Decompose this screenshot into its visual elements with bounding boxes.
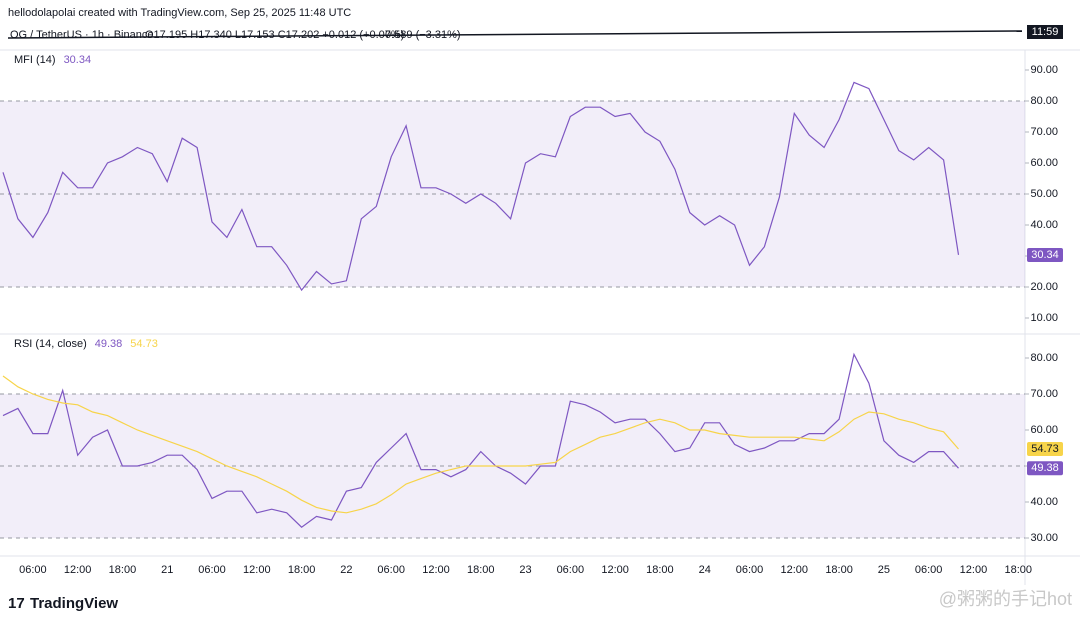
x-tick-label: 06:00 xyxy=(377,564,405,576)
price-box-label: 54.73 xyxy=(1031,443,1059,455)
price-box-label: 30.34 xyxy=(1031,249,1059,261)
time-box xyxy=(1027,25,1063,39)
x-tick-label: 06:00 xyxy=(19,564,47,576)
x-tick-label: 12:00 xyxy=(243,564,271,576)
y-tick-label: 50.00 xyxy=(1030,188,1058,200)
y-tick-label: 70.00 xyxy=(1030,126,1058,138)
y-tick-label: 60.00 xyxy=(1030,157,1058,169)
logo: 17 TradingView xyxy=(8,595,118,612)
y-tick-label: 40.00 xyxy=(1030,219,1058,231)
symbol: OG / TetherUS · 1h · Binance xyxy=(10,29,153,41)
series-line xyxy=(2,375,959,514)
x-tick-label: 24 xyxy=(699,564,711,576)
y-tick-label: 80.00 xyxy=(1030,352,1058,364)
header-value: 49.38 xyxy=(95,338,123,350)
attribution: hellodolapolai created with TradingView.… xyxy=(8,7,351,19)
change: 0.589 (−3.31%) xyxy=(385,29,461,41)
price-box xyxy=(1027,461,1063,476)
price-box xyxy=(1027,441,1063,456)
x-tick-label: 06:00 xyxy=(736,564,764,576)
y-tick-label: 40.00 xyxy=(1030,496,1058,508)
x-tick-label: 25 xyxy=(878,564,890,576)
x-tick-label: 12:00 xyxy=(781,564,809,576)
ohlc: O17.195 H17.340 L17.153 C17.202 +0.012 (… xyxy=(145,29,404,41)
logo-text: TradingView xyxy=(30,595,118,612)
x-tick-label: 18:00 xyxy=(1004,564,1032,576)
y-tick-label: 20.00 xyxy=(1030,281,1058,293)
x-tick-label: 21 xyxy=(161,564,173,576)
logo-icon: 17 xyxy=(8,595,25,612)
series-line xyxy=(2,81,960,292)
x-tick-label: 18:00 xyxy=(467,564,495,576)
x-tick-label: 12:00 xyxy=(601,564,629,576)
x-tick-label: 18:00 xyxy=(646,564,674,576)
x-tick-label: 18:00 xyxy=(288,564,316,576)
x-tick-label: 12:00 xyxy=(960,564,988,576)
header-value: 54.73 xyxy=(130,338,158,350)
x-tick-label: 22 xyxy=(340,564,352,576)
y-tick-label: 80.00 xyxy=(1030,95,1058,107)
y-tick-label: 30.00 xyxy=(1030,532,1058,544)
y-tick-label: 60.00 xyxy=(1030,424,1058,436)
y-tick-label: 90.00 xyxy=(1030,64,1058,76)
price-box-label: 49.38 xyxy=(1031,462,1059,474)
x-tick-label: 12:00 xyxy=(64,564,92,576)
watermark: @粥粥的手记hot xyxy=(939,589,1072,609)
x-tick-label: 06:00 xyxy=(915,564,943,576)
panel-title: RSI (14, close) xyxy=(14,338,87,350)
panel-title: MFI (14) xyxy=(14,54,56,66)
y-tick-label: 10.00 xyxy=(1030,312,1058,324)
x-tick-label: 06:00 xyxy=(198,564,226,576)
time-label: 11:59 xyxy=(1032,26,1059,38)
x-tick-label: 12:00 xyxy=(422,564,450,576)
price-box xyxy=(1027,247,1063,262)
x-tick-label: 18:00 xyxy=(109,564,137,576)
price-line xyxy=(7,30,1023,39)
x-tick-label: 18:00 xyxy=(825,564,853,576)
y-tick-label: 70.00 xyxy=(1030,388,1058,400)
x-tick-label: 06:00 xyxy=(557,564,585,576)
header-value: 30.34 xyxy=(64,54,92,66)
x-tick-label: 23 xyxy=(519,564,531,576)
